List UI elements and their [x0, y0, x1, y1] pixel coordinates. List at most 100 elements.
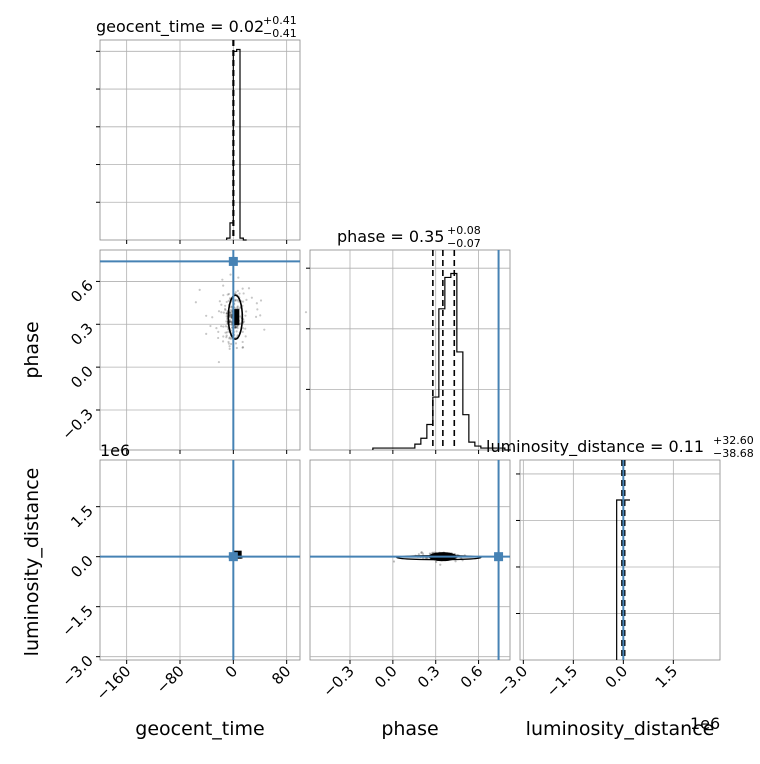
sample-point — [234, 342, 238, 345]
sample-point — [242, 320, 246, 323]
sample-point — [230, 315, 233, 319]
sample-point — [222, 335, 225, 338]
sample-point — [239, 315, 242, 318]
title-geocent-time-minus: −0.41 — [263, 27, 297, 40]
sample-point — [228, 336, 232, 339]
sample-point — [224, 325, 227, 328]
sample-point — [254, 315, 258, 319]
sample-point — [224, 308, 227, 312]
panel-distance-vs-geocent-time: −160 −80 0 80 −3.0 −1.5 0.0 1.5 — [58, 459, 301, 704]
panel-hist-phase — [306, 249, 511, 454]
x-tick-label: 0.0 — [371, 662, 401, 692]
sample-point — [235, 330, 238, 333]
title-geocent-time: geocent_time = 0.02 — [96, 17, 264, 37]
sample-point — [233, 326, 237, 329]
sample-point — [259, 299, 263, 302]
truth-marker — [494, 552, 504, 562]
sample-point — [244, 314, 247, 317]
sample-point — [229, 342, 233, 346]
sample-point — [439, 563, 442, 566]
y-tick-label: 0.0 — [67, 362, 97, 392]
sample-point — [228, 319, 232, 322]
sample-point — [237, 300, 240, 303]
sample-point — [234, 291, 237, 294]
histogram-step — [616, 499, 630, 660]
panel-hist-geocent-time — [96, 39, 301, 244]
sample-point — [205, 332, 208, 335]
sample-point — [244, 327, 247, 330]
sample-point — [241, 287, 244, 290]
sample-point — [236, 289, 239, 292]
sample-point — [304, 311, 308, 314]
sample-point — [241, 300, 245, 303]
sample-point — [244, 335, 247, 338]
ylabel-luminosity-distance: luminosity_distance — [21, 468, 43, 657]
offset-text-distance-x: 1e6 — [690, 714, 720, 733]
title-phase: phase = 0.35 — [337, 227, 444, 246]
xlabel-phase: phase — [381, 718, 438, 740]
sample-point — [238, 292, 241, 295]
sample-point — [236, 305, 239, 308]
sample-point — [225, 300, 228, 304]
sample-point — [392, 560, 396, 563]
sample-point — [428, 552, 432, 555]
sample-point — [421, 552, 424, 555]
sample-point — [250, 296, 253, 299]
sample-point — [234, 326, 238, 329]
sample-point — [230, 314, 233, 317]
y-tick-label: 0.0 — [67, 552, 97, 582]
sample-point — [224, 304, 227, 307]
sample-point — [225, 331, 228, 334]
x-tick-label: 0.3 — [414, 662, 444, 692]
x-tick-label: −80 — [153, 662, 188, 697]
sample-point — [225, 334, 228, 337]
sample-point — [241, 346, 244, 349]
sample-point — [220, 311, 223, 314]
sample-point — [215, 327, 218, 330]
ylabel-phase: phase — [21, 321, 43, 378]
x-tick-label: −3.0 — [493, 662, 531, 700]
xlabel-luminosity-distance: luminosity_distance — [526, 718, 715, 740]
sample-point — [230, 323, 233, 326]
x-tick-label: 0.6 — [457, 662, 487, 692]
xlabel-geocent-time: geocent_time — [135, 718, 264, 740]
sample-point — [235, 299, 238, 302]
histogram-step — [226, 48, 247, 241]
title-phase-minus: −0.07 — [447, 237, 481, 250]
sample-point — [233, 299, 237, 302]
sample-point — [239, 322, 242, 325]
sample-point — [236, 306, 239, 309]
sample-point — [236, 298, 240, 302]
sample-point — [230, 315, 233, 318]
sample-point — [229, 308, 233, 312]
y-tick-label: −1.5 — [58, 602, 96, 640]
y-tick-label: 1.5 — [67, 502, 97, 532]
sample-point — [217, 330, 220, 333]
sample-point — [237, 276, 240, 279]
sample-point — [241, 330, 244, 333]
sample-point — [234, 326, 237, 329]
sample-point — [220, 303, 223, 306]
sample-point — [230, 321, 233, 324]
sample-point — [229, 273, 232, 276]
sample-point — [226, 293, 229, 296]
x-tick-label: −160 — [93, 662, 135, 704]
y-tick-label: −0.3 — [58, 405, 96, 443]
panel-phase-vs-geocent-time: −0.3 0.0 0.3 0.6 — [58, 249, 308, 454]
sample-point — [229, 311, 233, 314]
sample-point — [230, 305, 233, 308]
sample-point — [234, 326, 237, 329]
sample-point — [222, 325, 225, 328]
sample-point — [259, 314, 262, 317]
sample-point — [431, 551, 434, 554]
sample-point — [247, 287, 251, 290]
sample-point — [454, 560, 457, 563]
sample-point — [227, 340, 230, 344]
sample-point — [227, 342, 231, 345]
x-tick-label: 1.5 — [652, 662, 682, 692]
density-core — [232, 309, 240, 326]
x-tick-label: −0.3 — [319, 662, 357, 700]
truth-marker — [228, 256, 238, 266]
sample-point — [420, 551, 423, 554]
sample-point — [230, 320, 233, 323]
